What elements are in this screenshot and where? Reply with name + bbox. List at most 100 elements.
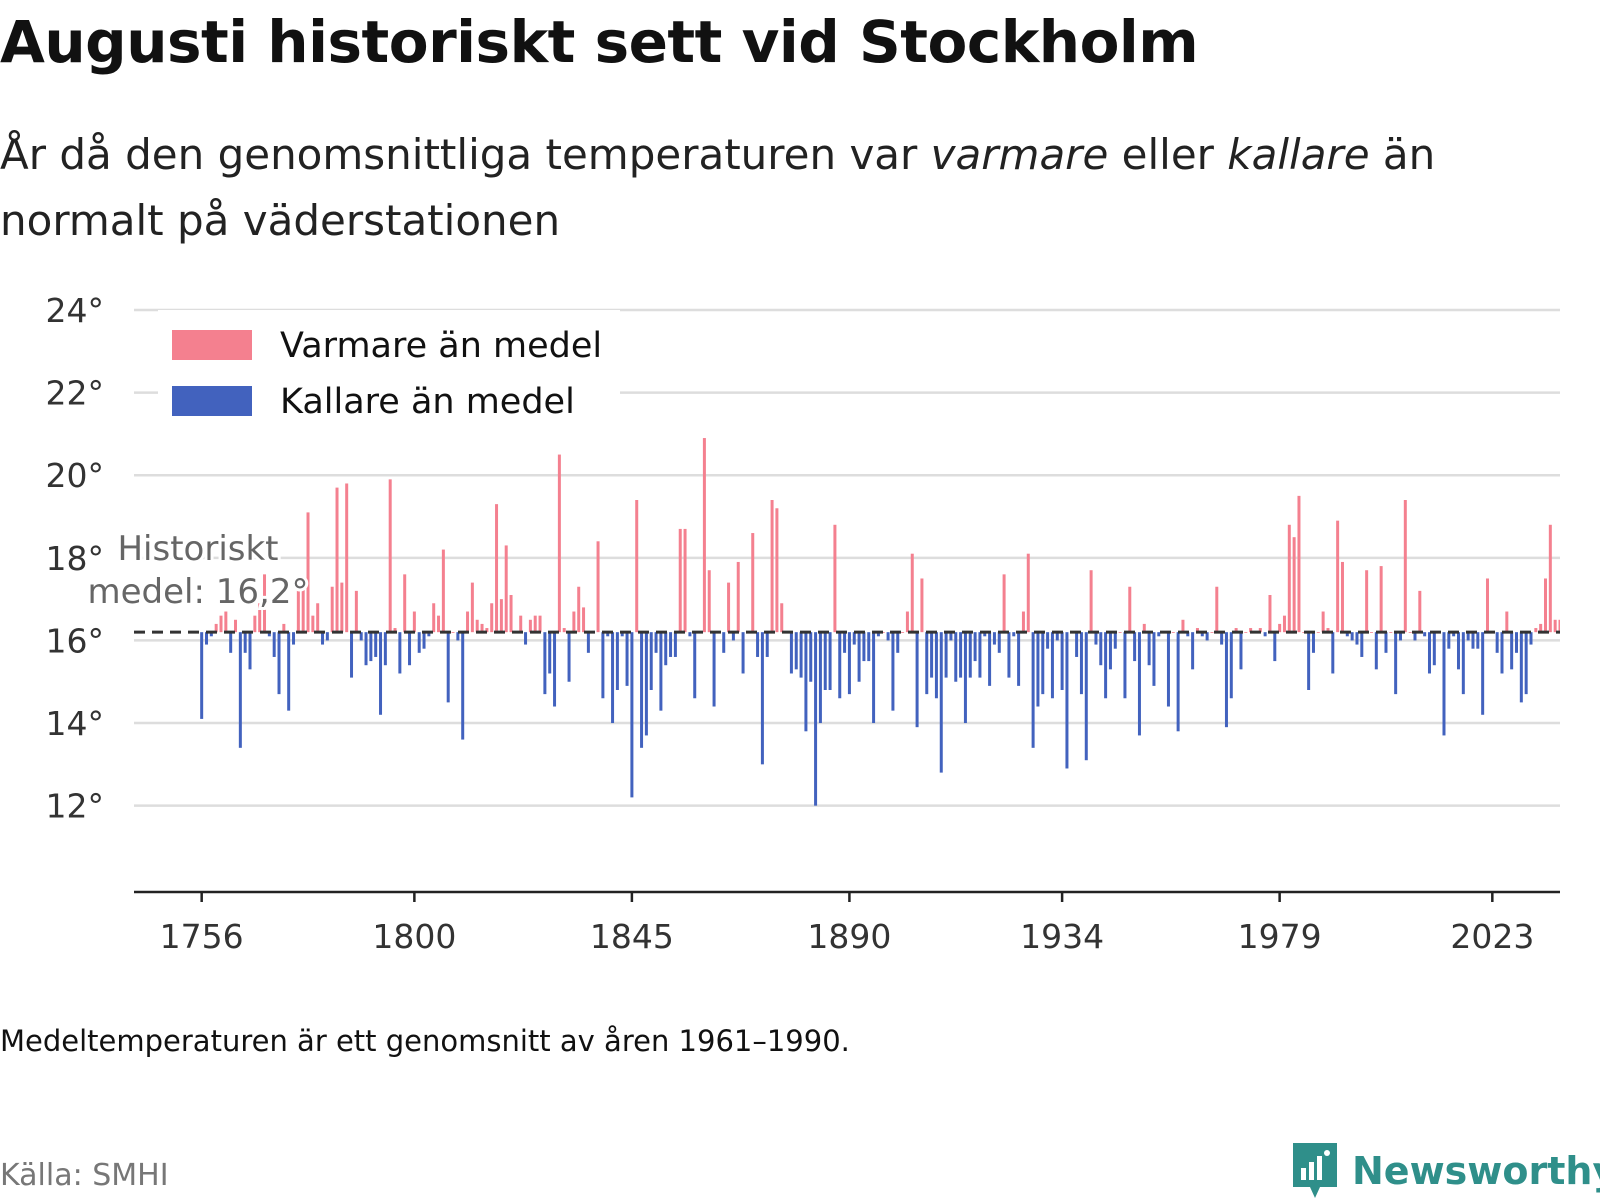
bar-colder [1133, 632, 1137, 662]
bar-colder [1224, 632, 1228, 728]
bar-warmer [702, 438, 706, 633]
baseline-label-line2: medel: 16,2° [88, 572, 309, 612]
bar-warmer [582, 607, 586, 633]
bar-colder [1398, 632, 1402, 641]
bar-colder [1273, 632, 1277, 662]
bar-colder [1186, 632, 1190, 637]
bar-colder [654, 632, 658, 653]
bar-colder [1191, 632, 1195, 670]
bar-warmer [1553, 619, 1557, 633]
bar-colder [287, 632, 291, 711]
bar-colder [814, 632, 818, 806]
bar-warmer [1234, 628, 1238, 633]
bar-colder [620, 632, 624, 637]
bar-colder [664, 632, 668, 666]
bar-colder [896, 632, 900, 653]
bar-colder [949, 632, 953, 641]
bar-warmer [432, 603, 436, 633]
bar-warmer [388, 479, 392, 633]
bar-colder [630, 632, 634, 798]
bar-colder [843, 632, 847, 653]
bar-colder [640, 632, 644, 748]
brand-logo[interactable]: Newsworthy [1290, 1140, 1600, 1202]
bar-colder [867, 632, 871, 662]
x-tick-label: 1890 [807, 917, 891, 956]
bar-colder [930, 632, 934, 678]
bar-warmer [1379, 566, 1383, 633]
bar-colder [954, 632, 958, 682]
bar-colder [1461, 632, 1465, 695]
bar-warmer [1210, 632, 1214, 633]
bar-colder [548, 632, 552, 674]
bar-colder [1050, 632, 1054, 699]
bar-warmer [1287, 524, 1291, 633]
temperature-bar-chart: 12° 14° 16° 18° 20° 22° 24° 1756 1800 1845 1890 19… [46, 291, 1560, 956]
bar-colder [809, 632, 813, 682]
bar-warmer [519, 615, 523, 633]
bar-colder [1123, 632, 1127, 699]
bar-warmer [1118, 632, 1122, 633]
bar-colder [872, 632, 876, 724]
bar-colder [886, 632, 890, 641]
legend: Varmare än medel Kallare än medel [158, 310, 620, 438]
bar-colder [1510, 632, 1514, 670]
bar-colder [1456, 632, 1460, 670]
y-axis-ticks: 12° 14° 16° 18° 20° 22° 24° [46, 291, 105, 826]
bar-warmer [1539, 623, 1543, 633]
bar-colder [1529, 632, 1533, 645]
bar-colder [543, 632, 547, 695]
bar-colder [1075, 632, 1079, 657]
bar-colder [1017, 632, 1021, 686]
bar-warmer [345, 483, 349, 633]
bar-warmer [1558, 619, 1560, 633]
bar-warmer [1171, 632, 1175, 633]
bar-warmer [1278, 623, 1282, 633]
bar-colder [1355, 632, 1359, 645]
bar-warmer [340, 582, 344, 633]
bar-warmer [1297, 495, 1301, 633]
bar-colder [398, 632, 402, 674]
bar-colder [741, 632, 745, 674]
bar-colder [1239, 632, 1243, 670]
bar-colder [1524, 632, 1528, 695]
chart-subtitle: År då den genomsnittliga temperaturen va… [0, 122, 1560, 254]
bar-colder [209, 632, 213, 637]
y-tick-label: 12° [46, 787, 105, 826]
bar-colder [1481, 632, 1485, 715]
bar-colder [1166, 632, 1170, 707]
source-label: Källa: SMHI [0, 1158, 169, 1193]
bar-colder [1137, 632, 1141, 736]
bar-colder [1345, 632, 1349, 637]
bar-colder [1055, 632, 1059, 641]
bar-warmer [1258, 628, 1262, 633]
bar-warmer [1316, 632, 1320, 633]
bar-colder [944, 632, 948, 678]
bar-warmer [678, 528, 682, 633]
bar-warmer [301, 586, 305, 633]
bar-colder [1007, 632, 1011, 678]
bar-colder [1108, 632, 1112, 670]
bar-colder [760, 632, 764, 765]
bar-warmer [683, 528, 687, 633]
bar-colder [983, 632, 987, 637]
bar-colder [229, 632, 233, 653]
bar-colder [818, 632, 822, 724]
bar-warmer [412, 611, 416, 633]
legend-label-warmer: Varmare än medel [280, 326, 602, 366]
bar-warmer [1534, 628, 1538, 633]
bar-colder [673, 632, 677, 657]
bar-colder [963, 632, 967, 724]
bar-warmer [1302, 632, 1306, 633]
bar-colder [1423, 632, 1427, 637]
bar-colder [1084, 632, 1088, 761]
bar-colder [615, 632, 619, 690]
bar-colder [1060, 632, 1064, 690]
bar-warmer [306, 512, 310, 633]
bar-warmer [1142, 623, 1146, 633]
bar-colder [847, 632, 851, 695]
bar-colder [1311, 632, 1315, 653]
bar-colder [1046, 632, 1050, 649]
bar-colder [611, 632, 615, 724]
bar-warmer [451, 632, 455, 633]
bar-warmer [441, 549, 445, 633]
